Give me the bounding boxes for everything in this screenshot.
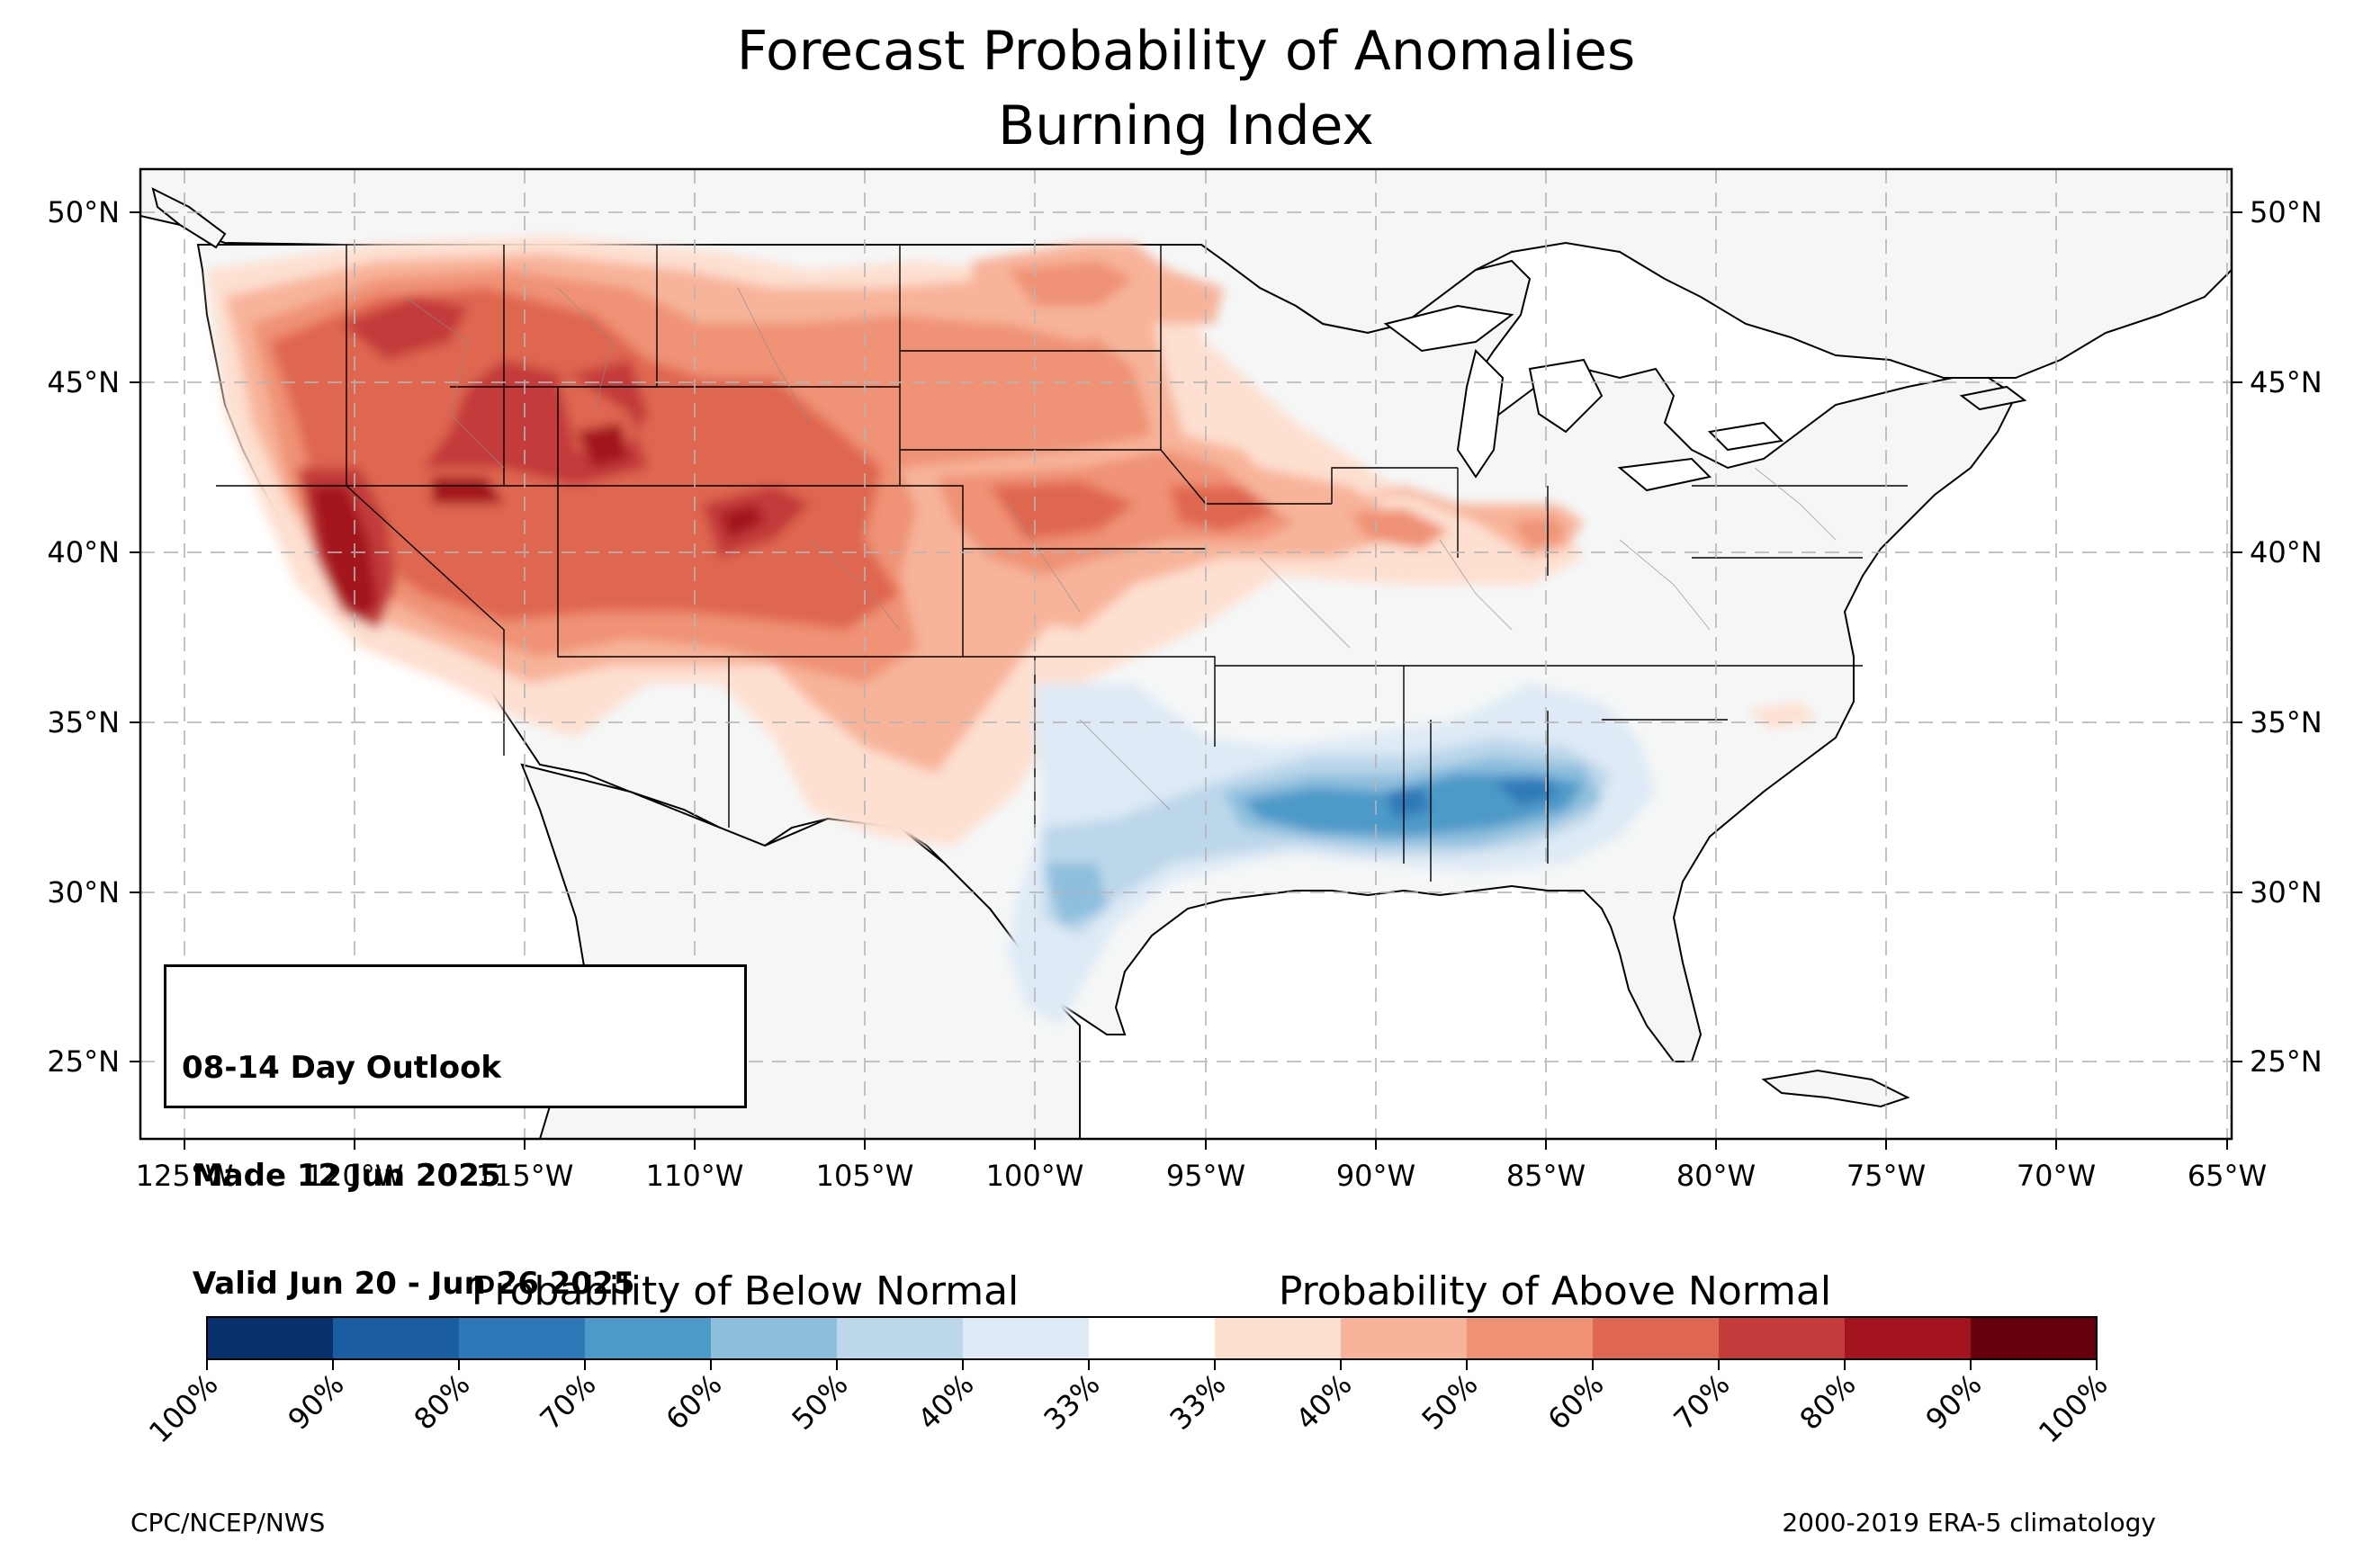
colorbar-tick-label: 80% bbox=[1792, 1367, 1862, 1437]
above-70-west bbox=[297, 297, 810, 630]
tick-marks bbox=[130, 211, 2242, 1150]
lat-label: 25°N bbox=[2250, 1044, 2323, 1079]
footer-climatology: 2000-2019 ERA-5 climatology bbox=[1782, 1508, 2156, 1537]
lat-label: 40°N bbox=[47, 535, 120, 569]
lat-label: 30°N bbox=[2250, 875, 2323, 909]
lon-label: 90°W bbox=[1336, 1159, 1415, 1193]
colorbar-tick-label: 40% bbox=[911, 1367, 980, 1437]
colorbar-tick-label: 33% bbox=[1037, 1367, 1106, 1437]
colorbar-segment bbox=[1845, 1317, 1972, 1359]
lat-label: 35°N bbox=[2250, 705, 2323, 739]
map-subtitle: Burning Index bbox=[998, 94, 1374, 157]
colorbar-segment bbox=[459, 1317, 586, 1359]
outlook-valid-range: Valid Jun 20 - Jun 26 2025 bbox=[182, 1266, 635, 1302]
colorbar-segment bbox=[963, 1317, 1090, 1359]
colorbar-tick-label: 100% bbox=[2032, 1367, 2115, 1450]
colorbar-tick-label: 70% bbox=[533, 1367, 602, 1437]
colorbar-frame bbox=[206, 1316, 2098, 1360]
colorbar-below-heading: Probability of Below Normal bbox=[472, 1268, 1020, 1314]
lat-label: 40°N bbox=[2250, 535, 2323, 569]
colorbar-segment bbox=[1089, 1317, 1216, 1359]
lat-label: 50°N bbox=[2250, 195, 2323, 229]
colorbar-segment bbox=[1215, 1317, 1342, 1359]
below-70-south bbox=[1386, 778, 1557, 819]
state-borders bbox=[216, 245, 1908, 882]
lon-label: 95°W bbox=[1166, 1159, 1245, 1193]
lon-label: 105°W bbox=[816, 1159, 914, 1193]
colorbar-segment bbox=[333, 1317, 460, 1359]
lat-label: 25°N bbox=[47, 1044, 120, 1079]
colorbar-segment bbox=[837, 1317, 964, 1359]
colorbar-tick-label: 70% bbox=[1667, 1367, 1736, 1437]
colorbar-tick-label: 33% bbox=[1163, 1367, 1232, 1437]
colorbar-tick-label: 90% bbox=[281, 1367, 350, 1437]
colorbar-above-heading: Probability of Above Normal bbox=[1279, 1268, 1831, 1314]
lat-labels-left: 50°N 45°N 40°N 35°N 30°N 25°N bbox=[47, 195, 120, 1079]
lat-label: 35°N bbox=[47, 705, 120, 739]
lon-label: 70°W bbox=[2017, 1159, 2096, 1193]
colorbar-tick-label: 90% bbox=[1918, 1367, 1988, 1437]
colorbar-segment bbox=[1971, 1317, 2098, 1359]
colorbar-tick-label: 50% bbox=[785, 1367, 854, 1437]
lon-label: 120°W bbox=[306, 1159, 404, 1193]
lat-label: 45°N bbox=[47, 365, 120, 399]
colorbar-tick-label: 50% bbox=[1415, 1367, 1484, 1437]
above-40-midwest bbox=[1332, 486, 1584, 558]
above-50-north bbox=[1008, 261, 1134, 306]
colorbar-segment bbox=[1341, 1317, 1468, 1359]
colorbar-segment bbox=[711, 1317, 838, 1359]
lat-label: 30°N bbox=[47, 875, 120, 909]
map-title: Forecast Probability of Anomalies bbox=[736, 20, 1636, 83]
colorbar-tick-label: 60% bbox=[1541, 1367, 1610, 1437]
county-borders bbox=[404, 287, 1837, 811]
lat-label: 45°N bbox=[2250, 365, 2323, 399]
above-80-west bbox=[310, 423, 765, 621]
colorbar-segment bbox=[1719, 1317, 1846, 1359]
lon-label: 85°W bbox=[1506, 1159, 1586, 1193]
lon-label: 100°W bbox=[986, 1159, 1084, 1193]
map-frame bbox=[139, 167, 2233, 1141]
lon-label: 115°W bbox=[476, 1159, 574, 1193]
footer-source: CPC/NCEP/NWS bbox=[130, 1508, 326, 1537]
colorbar-tick-label: 80% bbox=[407, 1367, 476, 1437]
lon-label: 65°W bbox=[2188, 1159, 2267, 1193]
lat-labels-right: 50°N 45°N 40°N 35°N 30°N 25°N bbox=[2250, 195, 2323, 1079]
colorbar-tick-label: 100% bbox=[142, 1367, 225, 1450]
lon-label: 80°W bbox=[1676, 1159, 1756, 1193]
probability-shading bbox=[207, 236, 1818, 1026]
outlook-made-date: Made 12 Jun 2025 bbox=[182, 1158, 501, 1194]
colorbar-segment bbox=[1467, 1317, 1594, 1359]
colorbar-segment bbox=[1593, 1317, 1720, 1359]
colorbar-tick-label: 40% bbox=[1289, 1367, 1358, 1437]
colorbar-tick-label: 60% bbox=[659, 1367, 728, 1437]
great-lakes bbox=[1383, 304, 1784, 492]
outlook-info-box: 08-14 Day Outlook Made 12 Jun 2025 Valid… bbox=[164, 964, 747, 1302]
colorbar-segment bbox=[585, 1317, 712, 1359]
lat-label: 50°N bbox=[47, 195, 120, 229]
colorbar-segment bbox=[207, 1317, 334, 1359]
lon-labels: 125°W 120°W 115°W 110°W 105°W 100°W 95°W… bbox=[136, 1159, 2268, 1193]
outlook-period: 08-14 Day Outlook bbox=[182, 1050, 502, 1086]
lon-label: 110°W bbox=[646, 1159, 744, 1193]
lon-label: 125°W bbox=[136, 1159, 234, 1193]
lon-label: 75°W bbox=[1846, 1159, 1926, 1193]
above-50-midwest bbox=[1350, 508, 1566, 549]
